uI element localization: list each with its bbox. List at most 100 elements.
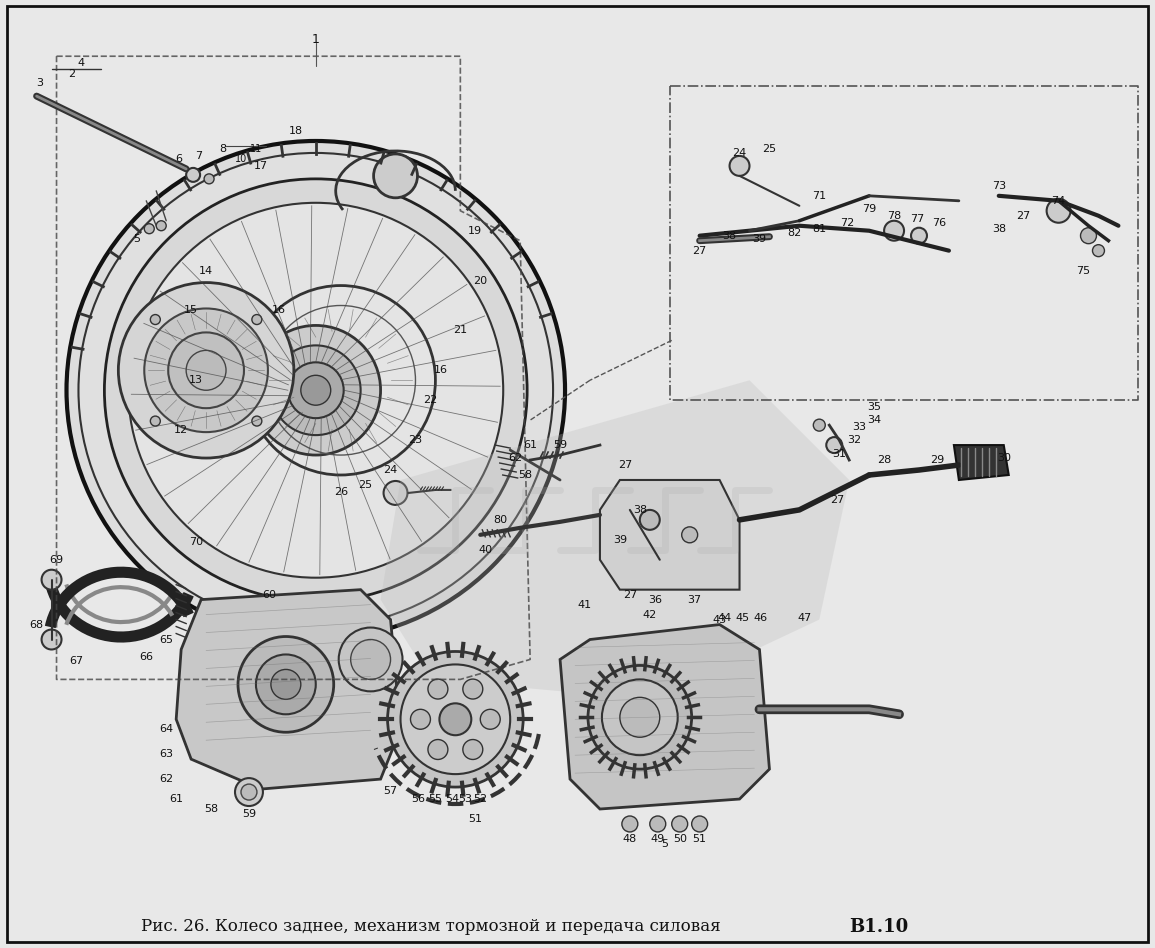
Circle shape <box>104 179 527 602</box>
Circle shape <box>271 345 360 435</box>
Text: 48: 48 <box>623 834 636 844</box>
Text: 61: 61 <box>523 440 537 450</box>
Text: 79: 79 <box>862 204 877 214</box>
Text: 24: 24 <box>383 465 397 475</box>
Circle shape <box>42 629 61 649</box>
Text: 81: 81 <box>812 224 826 234</box>
Text: 34: 34 <box>867 415 881 425</box>
Circle shape <box>252 416 262 426</box>
Circle shape <box>118 283 293 458</box>
Circle shape <box>288 362 344 418</box>
Circle shape <box>79 153 553 628</box>
Circle shape <box>186 168 200 182</box>
Text: 45: 45 <box>736 612 750 623</box>
Text: 36: 36 <box>648 594 662 605</box>
Text: 71: 71 <box>812 191 826 201</box>
Text: 59: 59 <box>241 809 256 819</box>
Text: 15: 15 <box>184 305 199 316</box>
Circle shape <box>640 510 660 530</box>
Text: 62: 62 <box>508 453 522 463</box>
Text: 35: 35 <box>867 402 881 412</box>
Circle shape <box>621 816 638 832</box>
Text: 25: 25 <box>762 144 776 154</box>
Polygon shape <box>177 590 401 789</box>
Circle shape <box>681 527 698 543</box>
Text: 20: 20 <box>474 276 487 285</box>
Circle shape <box>692 816 708 832</box>
Circle shape <box>429 739 448 759</box>
Text: 52: 52 <box>474 794 487 804</box>
Text: 75: 75 <box>1076 265 1090 276</box>
Text: 30: 30 <box>997 453 1011 463</box>
Circle shape <box>588 665 692 769</box>
Text: 14: 14 <box>199 265 214 276</box>
Text: 40: 40 <box>478 545 492 555</box>
Text: 8: 8 <box>219 144 226 154</box>
Text: 61: 61 <box>169 794 184 804</box>
Text: 27: 27 <box>693 246 707 256</box>
Text: 1: 1 <box>312 33 320 46</box>
Text: 70: 70 <box>189 537 203 547</box>
Circle shape <box>156 221 166 230</box>
Text: 4: 4 <box>77 58 85 68</box>
Text: 55: 55 <box>429 794 442 804</box>
Text: 10: 10 <box>234 154 247 164</box>
Text: 16: 16 <box>433 365 447 375</box>
Text: 43: 43 <box>713 614 726 625</box>
Text: 32: 32 <box>847 435 862 446</box>
Circle shape <box>620 698 660 738</box>
Circle shape <box>251 325 381 455</box>
Text: 38: 38 <box>723 230 737 241</box>
Circle shape <box>429 679 448 699</box>
Circle shape <box>238 636 334 732</box>
Text: 80: 80 <box>493 515 507 525</box>
Circle shape <box>463 679 483 699</box>
Circle shape <box>241 784 256 800</box>
Circle shape <box>351 640 390 680</box>
Circle shape <box>439 703 471 736</box>
Text: 27: 27 <box>618 460 632 470</box>
Text: 2: 2 <box>68 69 75 80</box>
Text: 42: 42 <box>642 610 657 620</box>
Polygon shape <box>954 445 1008 480</box>
Text: 16: 16 <box>271 305 286 316</box>
Circle shape <box>144 308 268 432</box>
Text: 3: 3 <box>36 78 43 88</box>
Text: 68: 68 <box>30 620 44 629</box>
Circle shape <box>42 570 61 590</box>
Text: 56: 56 <box>411 794 425 804</box>
Circle shape <box>128 203 504 577</box>
Circle shape <box>388 651 523 787</box>
Text: B1.10: B1.10 <box>849 918 909 936</box>
Circle shape <box>1093 245 1104 257</box>
Text: 5: 5 <box>133 234 140 244</box>
Text: 63: 63 <box>159 749 173 759</box>
Text: 7: 7 <box>195 151 202 161</box>
Text: 39: 39 <box>613 535 627 545</box>
Text: 77: 77 <box>910 213 924 224</box>
Text: 60: 60 <box>262 590 276 600</box>
Text: 25: 25 <box>358 480 373 490</box>
Text: 26: 26 <box>334 487 348 497</box>
Text: 62: 62 <box>159 775 173 784</box>
Text: Рис. 26. Колесо заднее, механизм тормозной и передача силовая: Рис. 26. Колесо заднее, механизм тормозн… <box>141 919 721 935</box>
Text: 11: 11 <box>249 144 262 154</box>
Circle shape <box>1081 228 1096 244</box>
Text: 21: 21 <box>453 325 468 336</box>
Text: 73: 73 <box>992 181 1006 191</box>
Circle shape <box>911 228 927 244</box>
Text: 64: 64 <box>159 724 173 735</box>
Circle shape <box>672 816 687 832</box>
Text: 46: 46 <box>753 612 768 623</box>
Circle shape <box>602 680 678 756</box>
Text: 54: 54 <box>446 794 460 804</box>
Text: 24: 24 <box>732 148 746 158</box>
Circle shape <box>252 315 262 324</box>
Circle shape <box>300 375 330 405</box>
Circle shape <box>271 669 300 700</box>
Text: 28: 28 <box>877 455 892 465</box>
Text: 67: 67 <box>69 656 83 666</box>
Text: 47: 47 <box>797 612 812 623</box>
Text: 38: 38 <box>633 505 647 515</box>
Circle shape <box>150 315 161 324</box>
